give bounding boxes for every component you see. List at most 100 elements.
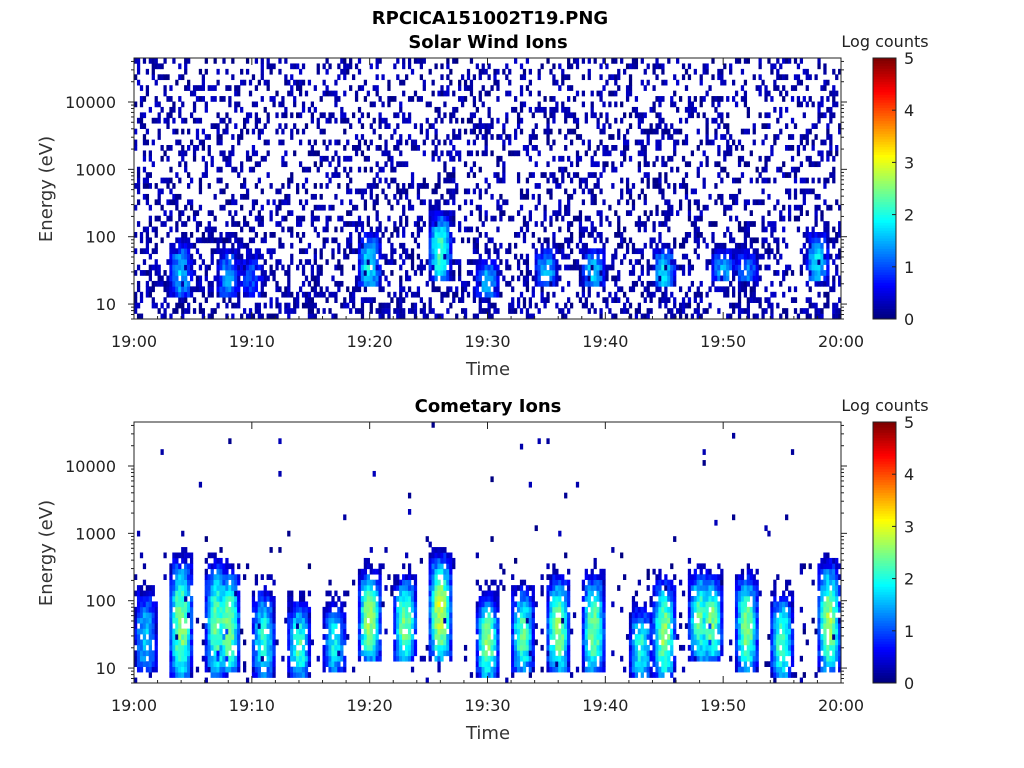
heatmap-cell — [581, 232, 586, 238]
heatmap-cell — [646, 128, 650, 135]
heatmap-cell — [260, 188, 264, 195]
heatmap-cell — [734, 58, 739, 64]
heatmap-cell — [251, 101, 256, 108]
heatmap-cell — [505, 63, 509, 70]
heatmap-cell — [275, 297, 279, 303]
heatmap-cell — [225, 617, 229, 624]
heatmap-cell — [490, 259, 494, 265]
heatmap-cell — [151, 297, 155, 303]
heatmap-cell — [514, 308, 518, 314]
heatmap-cell — [225, 601, 229, 608]
heatmap-cell — [466, 270, 471, 276]
heatmap-cell — [213, 585, 217, 591]
heatmap-cell — [290, 253, 294, 260]
heatmap-cell — [443, 210, 447, 216]
heatmap-cell — [178, 650, 182, 657]
heatmap-cell — [820, 101, 824, 108]
heatmap-cell — [540, 259, 544, 265]
heatmap-cell — [387, 291, 391, 298]
heatmap-cell — [237, 644, 241, 651]
heatmap-cell — [805, 139, 809, 146]
heatmap-cell — [240, 253, 244, 260]
heatmap-cell — [201, 172, 205, 178]
heatmap-cell — [151, 280, 155, 287]
heatmap-cell — [729, 68, 733, 75]
heatmap-cell — [204, 585, 208, 591]
heatmap-cell — [257, 161, 261, 168]
heatmap-cell — [363, 188, 368, 195]
heatmap-cell — [460, 291, 465, 298]
heatmap-cell — [590, 106, 594, 113]
heatmap-cell — [740, 280, 745, 287]
heatmap-cell — [207, 666, 211, 673]
heatmap-cell — [157, 74, 161, 81]
heatmap-cell — [243, 280, 247, 287]
heatmap-cell — [596, 264, 600, 271]
colorbar-swatch — [873, 214, 896, 218]
heatmap-cell — [360, 123, 365, 129]
heatmap-cell — [805, 128, 809, 135]
heatmap-cell — [422, 79, 426, 86]
heatmap-cell — [661, 79, 665, 86]
heatmap-cell — [234, 232, 238, 238]
heatmap-cell — [278, 547, 282, 553]
heatmap-cell — [820, 139, 824, 146]
heatmap-cell — [384, 117, 388, 124]
heatmap-cell — [151, 74, 155, 81]
heatmap-cell — [696, 128, 700, 135]
heatmap-cell — [245, 280, 250, 287]
heatmap-cell — [399, 297, 403, 303]
heatmap-cell — [240, 134, 244, 140]
heatmap-cell — [472, 161, 477, 168]
heatmap-cell — [466, 237, 471, 244]
heatmap-cell — [257, 79, 261, 86]
x-tick-label: 19:40 — [582, 332, 628, 351]
heatmap-cell — [413, 58, 418, 64]
heatmap-cell — [381, 253, 385, 260]
heatmap-cell — [231, 264, 235, 271]
heatmap-cell — [198, 139, 203, 146]
heatmap-cell — [434, 264, 438, 271]
heatmap-cell — [835, 150, 839, 157]
heatmap-cell — [723, 232, 727, 238]
heatmap-cell — [301, 650, 306, 657]
heatmap-cell — [814, 313, 818, 320]
heatmap-cell — [761, 253, 765, 260]
heatmap-cell — [832, 242, 836, 249]
heatmap-cell — [493, 264, 497, 271]
heatmap-cell — [575, 58, 580, 64]
heatmap-cell — [237, 650, 241, 657]
heatmap-cell — [178, 150, 182, 157]
heatmap-cell — [628, 270, 633, 276]
heatmap-cell — [711, 248, 715, 255]
heatmap-cell — [346, 63, 350, 70]
heatmap-cell — [207, 150, 211, 157]
heatmap-cell — [263, 590, 267, 597]
heatmap-cell — [148, 183, 152, 189]
heatmap-cell — [148, 150, 152, 157]
heatmap-cell — [514, 134, 518, 140]
heatmap-cell — [652, 85, 656, 91]
heatmap-cell — [452, 145, 456, 151]
heatmap-cell — [487, 264, 491, 271]
heatmap-cell — [154, 232, 158, 238]
heatmap-cell — [231, 145, 235, 151]
heatmap-cell — [811, 139, 815, 146]
heatmap-cell — [732, 253, 736, 260]
heatmap-cell — [723, 123, 727, 129]
heatmap-cell — [181, 264, 185, 271]
heatmap-cell — [593, 193, 597, 200]
heatmap-cell — [823, 237, 827, 244]
heatmap-cell — [525, 259, 530, 265]
heatmap-cell — [782, 96, 786, 102]
heatmap-cell — [378, 166, 382, 173]
heatmap-cell — [354, 280, 359, 287]
heatmap-cell — [192, 242, 197, 249]
heatmap-cell — [643, 128, 647, 135]
heatmap-cell — [184, 639, 188, 646]
heatmap-cell — [257, 302, 261, 309]
heatmap-cell — [213, 193, 217, 200]
heatmap-cell — [581, 291, 586, 298]
x-axis-label: Time — [465, 723, 510, 744]
heatmap-cell — [611, 145, 615, 151]
